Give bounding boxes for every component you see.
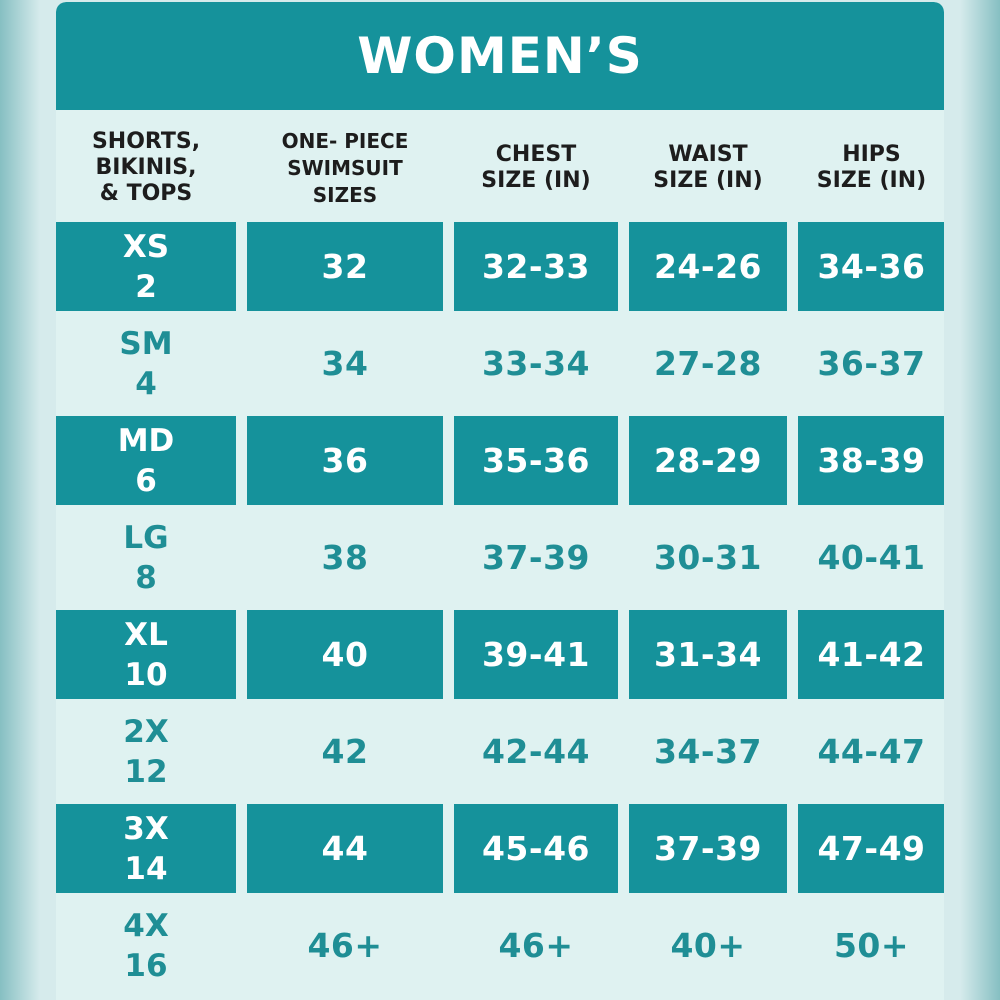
waist-size-cell: 27-28 <box>629 319 787 408</box>
header-one-piece-sizes: ONE- PIECE SWIMSUIT SIZES <box>247 122 443 214</box>
swimsuit-size-cell: 32 <box>247 222 443 311</box>
waist-size-cell: 30-31 <box>629 513 787 602</box>
hips-size-cell: 50+ <box>798 901 944 990</box>
swimsuit-size-cell: 44 <box>247 804 443 893</box>
chest-size-cell: 45-46 <box>454 804 618 893</box>
hips-size-cell: 47-49 <box>798 804 944 893</box>
letter-size: LG <box>123 519 169 556</box>
numeric-size: 2 <box>135 268 157 305</box>
swimsuit-size-cell: 40 <box>247 610 443 699</box>
numeric-size: 8 <box>135 559 157 596</box>
size-label-cell: 4X 16 <box>56 901 236 990</box>
chart-title: WOMEN’S <box>357 27 643 85</box>
hips-size-cell: 38-39 <box>798 416 944 505</box>
size-label-cell: XS 2 <box>56 222 236 311</box>
hips-size-cell: 36-37 <box>798 319 944 408</box>
swimsuit-size-cell: 34 <box>247 319 443 408</box>
chest-size-cell: 35-36 <box>454 416 618 505</box>
letter-size: SM <box>119 325 173 362</box>
header-chest-size: CHEST SIZE (IN) <box>454 122 618 214</box>
letter-size: XS <box>122 228 170 265</box>
letter-size: 2X <box>123 713 169 750</box>
size-table: SHORTS, BIKINIS, & TOPS ONE- PIECE SWIMS… <box>56 122 944 1000</box>
size-label-cell: XL 10 <box>56 610 236 699</box>
hips-size-cell: 44-47 <box>798 707 944 796</box>
waist-size-cell: 24-26 <box>629 222 787 311</box>
header-hips-size: HIPS SIZE (IN) <box>798 122 944 214</box>
size-label-cell: 3X 14 <box>56 804 236 893</box>
hips-size-cell: 40-41 <box>798 513 944 602</box>
swimsuit-size-cell: 36 <box>247 416 443 505</box>
chest-size-cell: 39-41 <box>454 610 618 699</box>
waist-size-cell: 40+ <box>629 901 787 990</box>
waist-size-cell: 31-34 <box>629 610 787 699</box>
hips-size-cell: 41-42 <box>798 610 944 699</box>
numeric-size: 14 <box>124 850 168 887</box>
numeric-size: 16 <box>124 947 168 984</box>
waist-size-cell: 34-37 <box>629 707 787 796</box>
header-shorts-bikinis-tops: SHORTS, BIKINIS, & TOPS <box>56 122 236 214</box>
size-chart-card: WOMEN’S SHORTS, BIKINIS, & TOPS ONE- PIE… <box>56 2 944 1000</box>
chest-size-cell: 37-39 <box>454 513 618 602</box>
letter-size: XL <box>124 616 168 653</box>
letter-size: MD <box>117 422 175 459</box>
header-waist-size: WAIST SIZE (IN) <box>629 122 787 214</box>
chest-size-cell: 32-33 <box>454 222 618 311</box>
numeric-size: 6 <box>135 462 157 499</box>
title-bar: WOMEN’S <box>56 2 944 110</box>
letter-size: 3X <box>123 810 169 847</box>
waist-size-cell: 28-29 <box>629 416 787 505</box>
numeric-size: 12 <box>124 753 168 790</box>
numeric-size: 4 <box>135 365 157 402</box>
chest-size-cell: 46+ <box>454 901 618 990</box>
swimsuit-size-cell: 46+ <box>247 901 443 990</box>
size-label-cell: 2X 12 <box>56 707 236 796</box>
numeric-size: 10 <box>124 656 168 693</box>
size-label-cell: LG 8 <box>56 513 236 602</box>
swimsuit-size-cell: 42 <box>247 707 443 796</box>
hips-size-cell: 34-36 <box>798 222 944 311</box>
size-label-cell: MD 6 <box>56 416 236 505</box>
chest-size-cell: 42-44 <box>454 707 618 796</box>
chest-size-cell: 33-34 <box>454 319 618 408</box>
swimsuit-size-cell: 38 <box>247 513 443 602</box>
size-label-cell: SM 4 <box>56 319 236 408</box>
waist-size-cell: 37-39 <box>629 804 787 893</box>
letter-size: 4X <box>123 907 169 944</box>
